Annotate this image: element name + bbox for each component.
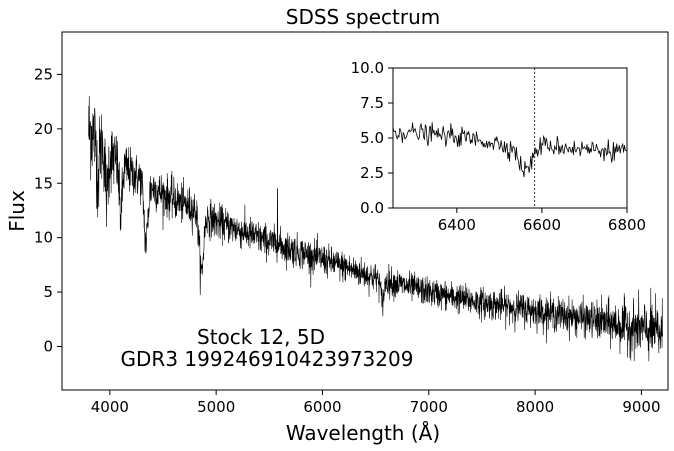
main-spectrum-line: [88, 96, 663, 362]
inset-y-axis: 0.0 2.5 5.0 7.5 10.0: [351, 59, 393, 217]
inset-plot-area: [392, 67, 628, 209]
inset-x-tick-label: 6600: [523, 216, 561, 234]
inset-y-tick-label: 5.0: [360, 129, 384, 147]
inset-y-tick-label: 2.5: [360, 164, 384, 182]
y-axis-label: Flux: [5, 190, 29, 232]
x-axis-label: Wavelength (Å): [286, 421, 440, 445]
main-x-tick-label: 9000: [622, 398, 660, 416]
inset-y-tick-label: 10.0: [351, 59, 384, 77]
inset-y-tick-label: 0.0: [360, 199, 384, 217]
main-x-tick-label: 6000: [303, 398, 341, 416]
main-y-tick-label: 10: [34, 229, 53, 247]
main-y-tick-label: 15: [34, 174, 53, 192]
main-y-tick-label: 0: [43, 337, 53, 355]
inset-x-tick-label: 6400: [438, 216, 476, 234]
main-x-axis: 4000 5000 6000 7000 8000 9000: [91, 390, 661, 416]
chart-title: SDSS spectrum: [286, 5, 440, 29]
main-y-tick-label: 25: [34, 65, 53, 83]
inset-spectrum-line: [392, 122, 628, 178]
main-y-tick-label: 20: [34, 120, 53, 138]
main-y-axis: 0 5 10 15 20 25: [34, 65, 62, 355]
inset-y-tick-label: 7.5: [360, 94, 384, 112]
main-y-tick-label: 5: [43, 283, 53, 301]
annotation-gaia-id: GDR3 199246910423973209: [121, 347, 414, 371]
inset-x-axis: 6400 6600 6800: [438, 208, 646, 234]
inset-x-tick-label: 6800: [608, 216, 646, 234]
main-x-tick-label: 5000: [197, 398, 235, 416]
annotation-object-name: Stock 12, 5D: [197, 325, 325, 349]
main-x-tick-label: 8000: [516, 398, 554, 416]
main-x-tick-label: 4000: [91, 398, 129, 416]
main-x-tick-label: 7000: [410, 398, 448, 416]
